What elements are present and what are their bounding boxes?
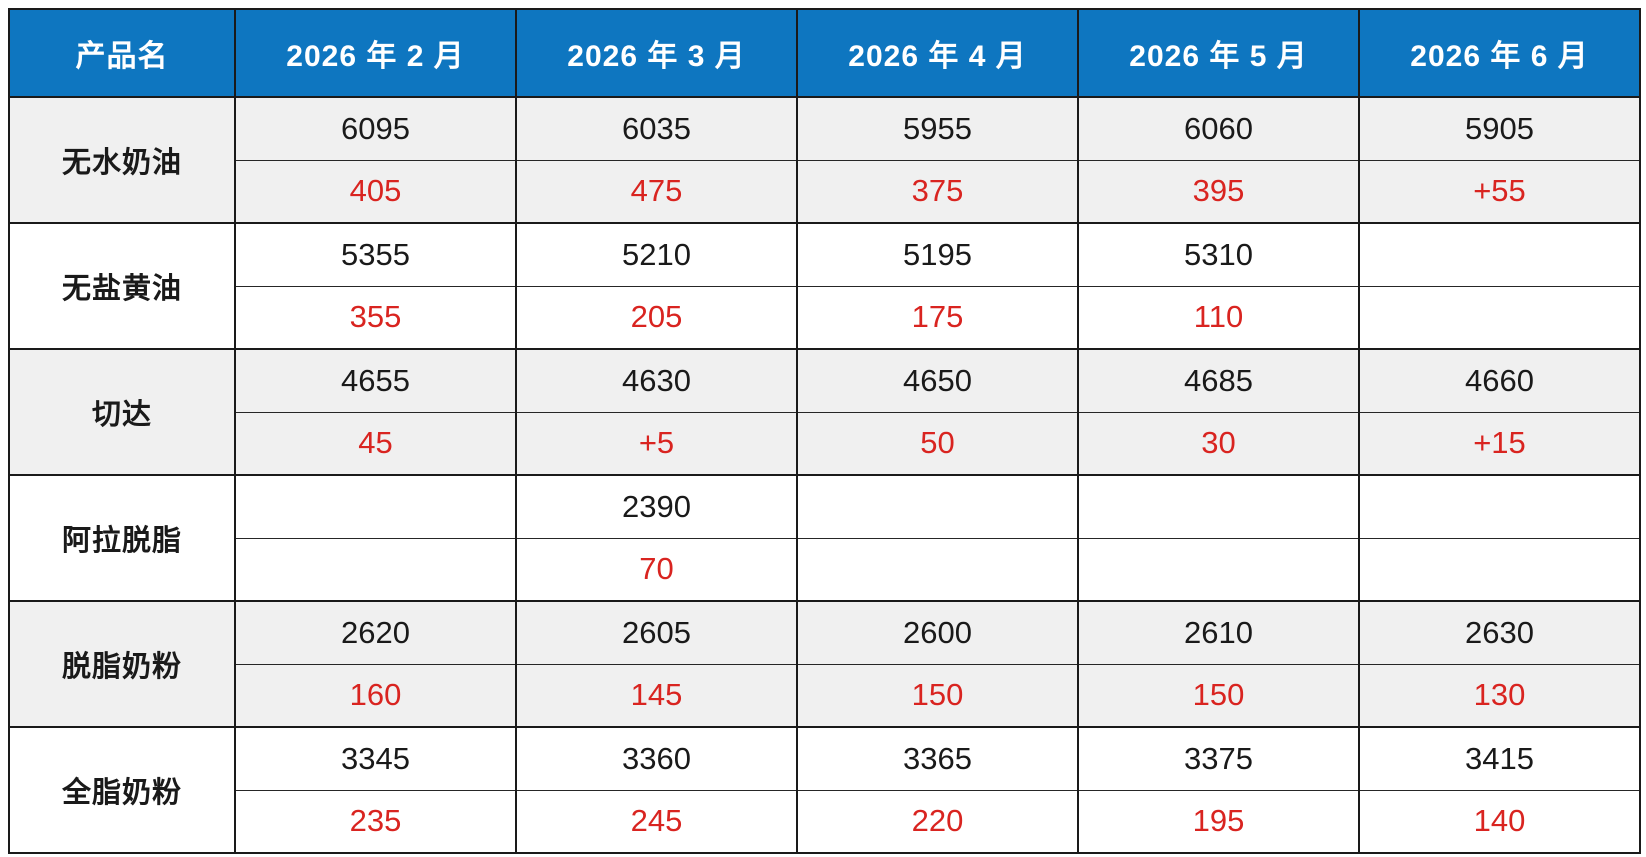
table-row: 脱脂奶粉 2620 2605 2600 2610 2630 bbox=[8, 600, 1641, 728]
price-cell: 2605 bbox=[515, 600, 798, 665]
change-cell: 140 bbox=[1358, 789, 1641, 854]
product-name: 切达 bbox=[8, 348, 236, 476]
price-cell: 2630 bbox=[1358, 600, 1641, 665]
table-row: 切达 4655 4630 4650 4685 4660 bbox=[8, 348, 1641, 476]
price-cell: 5955 bbox=[796, 96, 1079, 161]
change-cell: 475 bbox=[515, 159, 798, 224]
change-cell: 405 bbox=[234, 159, 517, 224]
table-row: 无盐黄油 5355 5210 5195 5310 bbox=[8, 222, 1641, 350]
change-cell bbox=[234, 537, 517, 602]
change-cell: 245 bbox=[515, 789, 798, 854]
change-cell: 205 bbox=[515, 285, 798, 350]
price-cell: 5905 bbox=[1358, 96, 1641, 161]
price-cell: 3365 bbox=[796, 726, 1079, 791]
price-cell: 4630 bbox=[515, 348, 798, 413]
price-cell: 2610 bbox=[1077, 600, 1360, 665]
header-product-name: 产品名 bbox=[8, 9, 236, 98]
change-cell: 130 bbox=[1358, 663, 1641, 728]
price-table: 产品名 2026 年 2 月 2026 年 3 月 2026 年 4 月 202… bbox=[8, 8, 1641, 854]
price-cell: 6035 bbox=[515, 96, 798, 161]
header-month: 2026 年 6 月 bbox=[1358, 9, 1641, 98]
table-row: 160 145 150 150 130 bbox=[9, 663, 1641, 728]
price-cell: 4655 bbox=[234, 348, 517, 413]
table-row: 405 475 375 395 +55 bbox=[9, 159, 1641, 224]
change-cell: 110 bbox=[1077, 285, 1360, 350]
price-cell: 4650 bbox=[796, 348, 1079, 413]
product-name: 无盐黄油 bbox=[8, 222, 236, 350]
price-cell: 4685 bbox=[1077, 348, 1360, 413]
price-cell: 6095 bbox=[234, 96, 517, 161]
change-cell: 45 bbox=[234, 411, 517, 476]
change-cell: 375 bbox=[796, 159, 1079, 224]
price-cell: 5355 bbox=[234, 222, 517, 287]
header-month: 2026 年 5 月 bbox=[1077, 9, 1360, 98]
change-cell: 195 bbox=[1077, 789, 1360, 854]
change-cell: 150 bbox=[1077, 663, 1360, 728]
price-cell: 3345 bbox=[234, 726, 517, 791]
change-cell: 160 bbox=[234, 663, 517, 728]
product-name: 阿拉脱脂 bbox=[8, 474, 236, 602]
header-month: 2026 年 4 月 bbox=[796, 9, 1079, 98]
table-row: 全脂奶粉 3345 3360 3365 3375 3415 bbox=[8, 726, 1641, 854]
product-name: 全脂奶粉 bbox=[8, 726, 236, 854]
change-cell bbox=[1358, 285, 1641, 350]
price-cell: 5310 bbox=[1077, 222, 1360, 287]
price-cell bbox=[234, 474, 517, 539]
change-cell: 395 bbox=[1077, 159, 1360, 224]
price-cell: 2390 bbox=[515, 474, 798, 539]
header-month: 2026 年 3 月 bbox=[515, 9, 798, 98]
change-cell: +55 bbox=[1358, 159, 1641, 224]
price-cell: 2620 bbox=[234, 600, 517, 665]
price-cell: 2600 bbox=[796, 600, 1079, 665]
table-row: 235 245 220 195 140 bbox=[9, 789, 1641, 854]
change-cell: 145 bbox=[515, 663, 798, 728]
table-row: 阿拉脱脂 2390 bbox=[8, 474, 1641, 602]
table-row: 45 +5 50 30 +15 bbox=[9, 411, 1641, 476]
price-cell bbox=[796, 474, 1079, 539]
price-cell: 3415 bbox=[1358, 726, 1641, 791]
price-cell: 4660 bbox=[1358, 348, 1641, 413]
price-cell bbox=[1358, 222, 1641, 287]
change-cell: 150 bbox=[796, 663, 1079, 728]
price-cell: 3375 bbox=[1077, 726, 1360, 791]
header-month: 2026 年 2 月 bbox=[234, 9, 517, 98]
price-cell: 5195 bbox=[796, 222, 1079, 287]
change-cell bbox=[796, 537, 1079, 602]
change-cell: 220 bbox=[796, 789, 1079, 854]
change-cell: 70 bbox=[515, 537, 798, 602]
product-name: 脱脂奶粉 bbox=[8, 600, 236, 728]
change-cell: 50 bbox=[796, 411, 1079, 476]
table-row: 355 205 175 110 bbox=[9, 285, 1641, 350]
price-cell bbox=[1077, 474, 1360, 539]
change-cell: 235 bbox=[234, 789, 517, 854]
change-cell bbox=[1358, 537, 1641, 602]
change-cell: 30 bbox=[1077, 411, 1360, 476]
change-cell: +5 bbox=[515, 411, 798, 476]
price-cell bbox=[1358, 474, 1641, 539]
change-cell: +15 bbox=[1358, 411, 1641, 476]
price-cell: 3360 bbox=[515, 726, 798, 791]
change-cell bbox=[1077, 537, 1360, 602]
header-row: 产品名 2026 年 2 月 2026 年 3 月 2026 年 4 月 202… bbox=[8, 9, 1641, 98]
change-cell: 175 bbox=[796, 285, 1079, 350]
change-cell: 355 bbox=[234, 285, 517, 350]
table-row: 无水奶油 6095 6035 5955 6060 5905 bbox=[8, 96, 1641, 224]
price-cell: 6060 bbox=[1077, 96, 1360, 161]
table-row: 70 bbox=[9, 537, 1641, 602]
product-name: 无水奶油 bbox=[8, 96, 236, 224]
price-cell: 5210 bbox=[515, 222, 798, 287]
